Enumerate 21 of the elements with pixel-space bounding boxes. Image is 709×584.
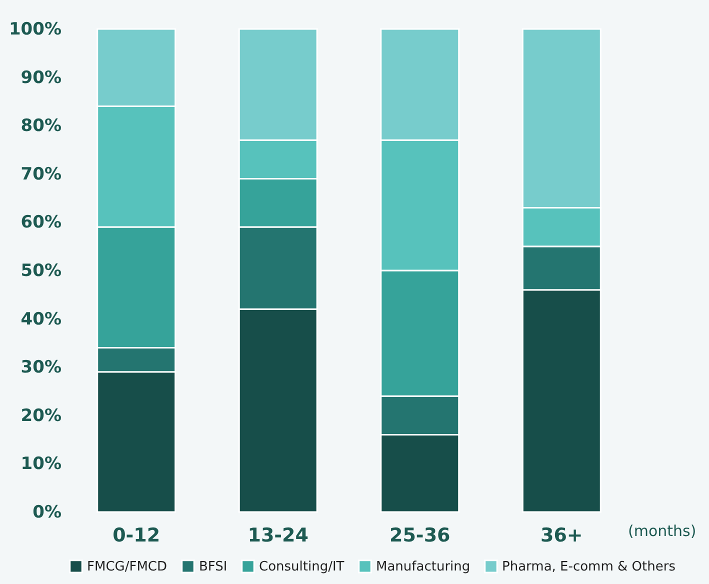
legend-label: FMCG/FMCD <box>87 559 168 574</box>
y-tick-label: 0% <box>32 502 62 522</box>
legend-label: BFSI <box>199 559 228 574</box>
y-tick-label: 90% <box>20 68 62 88</box>
x-tick-label: 0-12 <box>112 524 160 546</box>
y-tick-label: 50% <box>20 261 62 281</box>
x-tick-label: 13-24 <box>248 524 309 546</box>
y-tick-label: 70% <box>20 164 62 184</box>
y-tick-label: 100% <box>8 20 62 40</box>
y-tick-label: 40% <box>20 309 62 330</box>
y-tick-label: 10% <box>20 454 62 474</box>
y-tick-label: 30% <box>20 358 62 378</box>
legend-label: Consulting/IT <box>259 559 344 574</box>
x-tick-label: 25-36 <box>389 524 450 546</box>
legend-label: Pharma, E-comm & Others <box>502 559 676 574</box>
y-tick-label: 80% <box>20 116 62 136</box>
y-tick-label: 60% <box>20 212 62 233</box>
x-tick-label: 36+ <box>540 524 583 546</box>
legend-label: Manufacturing <box>376 559 470 574</box>
text: (months) <box>628 522 696 540</box>
y-tick-label: 20% <box>20 406 62 426</box>
